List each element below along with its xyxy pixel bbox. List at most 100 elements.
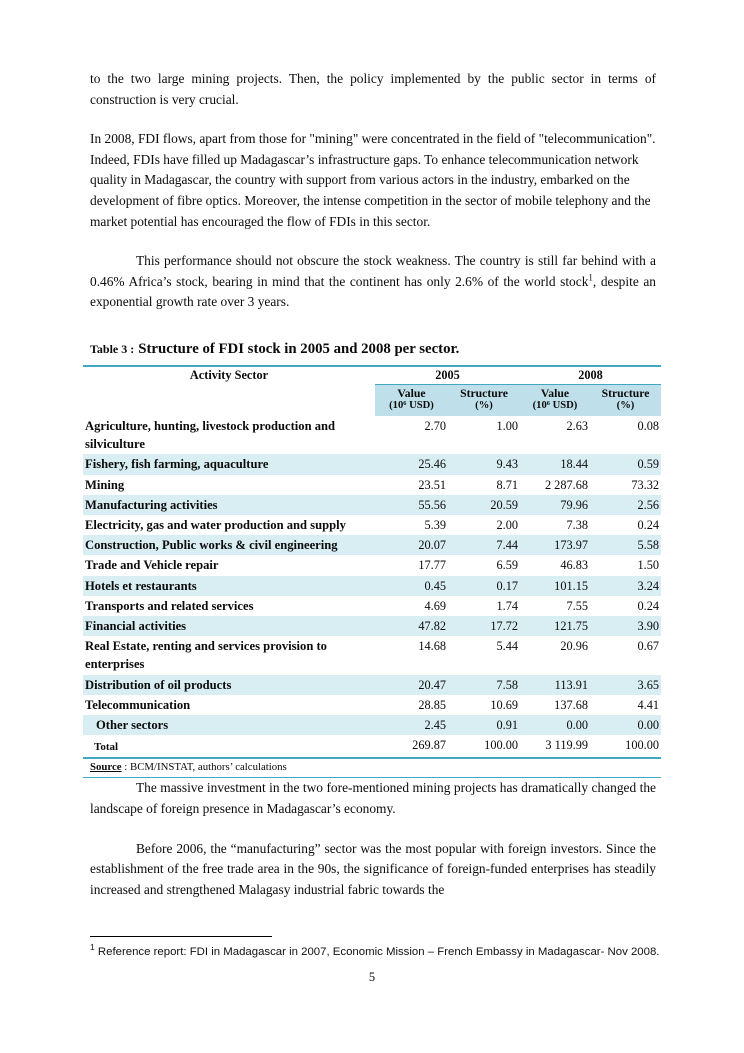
cell-value-2005: 269.87 xyxy=(412,738,446,753)
cell-value-2005: 2.45 xyxy=(375,714,448,736)
row-activity-label: Trade and Vehicle repair xyxy=(85,558,219,573)
cell-structure-2008: 0.59 xyxy=(590,454,661,475)
cell-structure-2008: 100.00 xyxy=(625,738,659,753)
cell-value-2008: 79.96 xyxy=(520,494,590,515)
cell-structure-2008: 0.00 xyxy=(590,714,661,736)
table-title: Structure of FDI stock in 2005 and 2008 … xyxy=(138,340,460,357)
cell-value-2008: 0.00 xyxy=(520,714,590,736)
row-activity-label: Agriculture, hunting, livestock producti… xyxy=(85,418,336,452)
cell-structure-2008: 73.32 xyxy=(631,477,659,492)
cell-value-2008: 46.83 xyxy=(560,558,588,573)
cell-structure-2005: 5.44 xyxy=(496,639,518,654)
cell-structure-2005: 7.58 xyxy=(448,674,520,695)
row-activity-label: Other sectors xyxy=(83,714,375,736)
table-row: Manufacturing activities 55.56 20.59 79.… xyxy=(83,494,661,515)
cell-structure-2008: 5.58 xyxy=(590,535,661,556)
cell-value-2008: 101.15 xyxy=(520,575,590,596)
paragraph-4: The massive investment in the two fore-m… xyxy=(90,780,656,816)
cell-value-2005: 20.47 xyxy=(375,674,448,695)
cell-structure-2008: 0.24 xyxy=(637,517,659,532)
table-caption: Table 3 : Structure of FDI stock in 2005… xyxy=(90,340,656,358)
column-group-2008: 2008 xyxy=(520,365,661,385)
cell-value-2005: 20.07 xyxy=(375,535,448,556)
cell-structure-2005: 1.74 xyxy=(496,598,518,613)
cell-value-2005: 28.85 xyxy=(418,697,446,712)
cell-value-2008: 137.68 xyxy=(554,697,588,712)
cell-structure-2005: 6.59 xyxy=(496,558,518,573)
column-group-2005: 2005 xyxy=(375,365,520,385)
footnote-text: 1 Reference report: FDI in Madagascar in… xyxy=(90,942,660,958)
cell-structure-2008: 0.67 xyxy=(637,639,659,654)
cell-structure-2005: 10.69 xyxy=(490,697,518,712)
cell-value-2008: 2 287.68 xyxy=(544,477,588,492)
row-activity-label: Hotels et restaurants xyxy=(83,575,375,596)
footnote-separator xyxy=(90,936,272,937)
table-row: Construction, Public works & civil engin… xyxy=(83,535,661,556)
cell-structure-2005: 0.91 xyxy=(448,714,520,736)
table-number-label: Table 3 : xyxy=(90,341,135,356)
table-body: Agriculture, hunting, livestock producti… xyxy=(83,416,661,758)
footnote-reference-1: 1 xyxy=(588,272,593,283)
table-header-years: Activity Sector 2005 2008 xyxy=(83,365,661,385)
cell-value-2005: 25.46 xyxy=(375,454,448,475)
footnote-area: 1 Reference report: FDI in Madagascar in… xyxy=(90,936,670,960)
cell-structure-2005: 20.59 xyxy=(448,494,520,515)
row-activity-label: Real Estate, renting and services provis… xyxy=(85,639,327,672)
cell-value-2008: 3 119.99 xyxy=(545,738,588,753)
paragraph-2: In 2008, FDI flows, apart from those for… xyxy=(90,131,656,229)
cell-structure-2008: 4.41 xyxy=(637,697,659,712)
table-row: Mining 23.51 8.71 2 287.68 73.32 xyxy=(83,475,661,495)
table-row: Financial activities 47.82 17.72 121.75 … xyxy=(83,615,661,637)
row-activity-label: Electricity, gas and water production an… xyxy=(85,517,346,532)
cell-structure-2005: 100.00 xyxy=(484,738,518,753)
row-activity-label: Financial activities xyxy=(83,615,375,637)
column-header-value-2005: Value (10⁶ USD) xyxy=(375,384,448,416)
cell-structure-2008: 3.24 xyxy=(590,575,661,596)
cell-value-2008: 121.75 xyxy=(520,615,590,637)
cell-structure-2005: 9.43 xyxy=(448,454,520,475)
column-header-structure-2005: Structure (%) xyxy=(448,384,520,416)
cell-value-2005: 17.77 xyxy=(418,558,446,573)
cell-structure-2005: 17.72 xyxy=(448,615,520,637)
cell-value-2005: 4.69 xyxy=(424,598,446,613)
cell-structure-2008: 2.56 xyxy=(590,494,661,515)
table-row: Hotels et restaurants 0.45 0.17 101.15 3… xyxy=(83,575,661,596)
table-row: Transports and related services 4.69 1.7… xyxy=(83,596,661,616)
row-activity-label: Distribution of oil products xyxy=(83,674,375,695)
cell-value-2005: 55.56 xyxy=(375,494,448,515)
table-source-note: Source : BCM/INSTAT, authors’ calculatio… xyxy=(83,759,661,779)
footnote-marker-1: 1 xyxy=(90,942,95,952)
cell-value-2008: 173.97 xyxy=(520,535,590,556)
cell-value-2005: 47.82 xyxy=(375,615,448,637)
cell-structure-2005: 1.00 xyxy=(496,418,518,433)
paragraph-1: to the two large mining projects. Then, … xyxy=(90,71,656,107)
row-activity-label: Fishery, fish farming, aquaculture xyxy=(83,454,375,475)
cell-value-2005: 0.45 xyxy=(375,575,448,596)
table-row: Distribution of oil products 20.47 7.58 … xyxy=(83,674,661,695)
cell-structure-2008: 3.90 xyxy=(590,615,661,637)
row-activity-label: Total xyxy=(94,741,119,754)
paragraph-3-tail: , despite an exponential growth rate ove… xyxy=(90,273,656,310)
row-activity-label: Mining xyxy=(85,477,125,492)
table-row: Fishery, fish farming, aquaculture 25.46… xyxy=(83,454,661,475)
table-row: Real Estate, renting and services provis… xyxy=(83,636,661,674)
cell-value-2008: 7.55 xyxy=(566,598,588,613)
cell-value-2008: 7.38 xyxy=(566,517,588,532)
source-label: Source xyxy=(90,761,122,774)
cell-structure-2005: 2.00 xyxy=(496,517,518,532)
cell-structure-2005: 8.71 xyxy=(496,477,518,492)
row-activity-label: Construction, Public works & civil engin… xyxy=(83,535,375,556)
cell-structure-2008: 3.65 xyxy=(590,674,661,695)
fdi-stock-table: Activity Sector 2005 2008 Value (10⁶ USD… xyxy=(83,364,661,760)
paragraph-5: Before 2006, the “manufacturing” sector … xyxy=(90,840,656,897)
cell-structure-2008: 0.24 xyxy=(637,598,659,613)
row-activity-label: Telecommunication xyxy=(85,697,191,712)
cell-structure-2005: 0.17 xyxy=(448,575,520,596)
table-row: Agriculture, hunting, livestock producti… xyxy=(83,416,661,454)
table-header-measures: Value (10⁶ USD) Structure (%) Value (10⁶… xyxy=(83,384,661,416)
cell-value-2005: 5.39 xyxy=(424,517,446,532)
column-header-activity-sector: Activity Sector xyxy=(189,367,269,382)
column-header-structure-2008: Structure (%) xyxy=(590,384,661,416)
page-content: to the two large mining projects. Then, … xyxy=(83,69,661,919)
